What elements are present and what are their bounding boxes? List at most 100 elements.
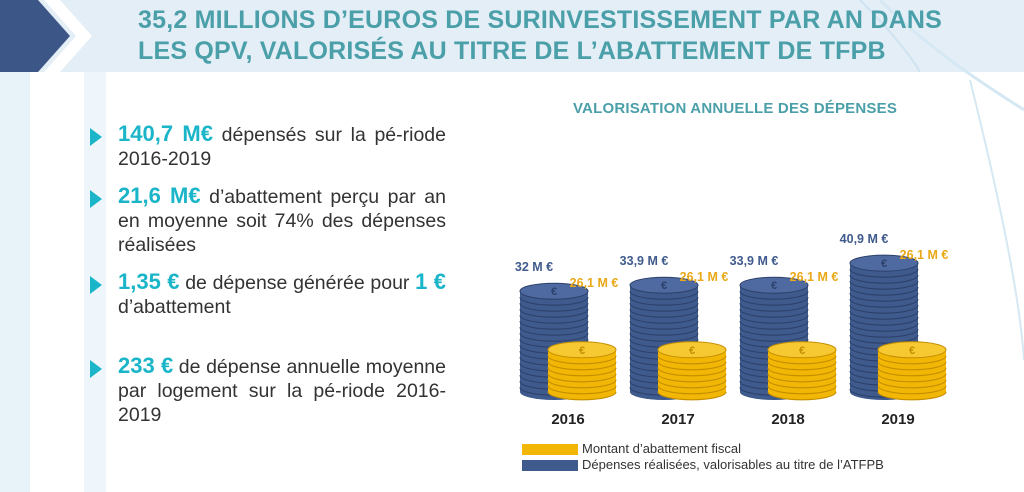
chart-legend: Montant d’abattement fiscal Dépenses réa… — [522, 441, 942, 473]
gold-coin-stack-ridge — [767, 355, 837, 365]
gold-coin-stack-ridge — [767, 367, 837, 377]
gold-coin-stack-ridge — [767, 391, 837, 401]
gold-coin-stack-base — [768, 384, 836, 400]
gold-coin-stack-ridge — [767, 361, 837, 371]
stat-value: 21,6 M€ — [118, 183, 201, 208]
blue-coin-stack-ridge — [629, 297, 699, 306]
headline-line-2: LES QPV, VALORISÉS AU TITRE DE L’ABATTEM… — [138, 37, 886, 65]
data-label-gold: 26,1 M € — [900, 248, 949, 262]
stat-description: de dépense générée pour — [185, 272, 410, 294]
x-tick-label: 2019 — [881, 411, 914, 428]
gold-coin-stack-ridge — [657, 391, 727, 401]
gold-coin-stack-ridge — [547, 373, 617, 383]
left-decor-stripe — [0, 0, 30, 492]
gold-coin-stack-ridge — [547, 361, 617, 371]
blue-coin-stack-ridge — [849, 323, 919, 332]
blue-coin-stack-top — [629, 276, 699, 294]
legend-label: Montant d’abattement fiscal — [582, 441, 741, 456]
gold-coin-stack-ridge — [877, 367, 947, 377]
data-label-gold: 26,1 M € — [680, 270, 729, 284]
gold-coin-stack-ridge — [877, 355, 947, 365]
blue-coin-stack-ridge — [519, 303, 589, 312]
blue-coin-stack-ridge — [519, 327, 589, 336]
blue-coin-stack-ridge — [739, 291, 809, 300]
blue-coin-stack-ridge — [629, 315, 699, 324]
chevron-icon — [0, 0, 92, 72]
blue-coin-stack-ridge — [629, 309, 699, 318]
gold-coin-stack: € — [767, 341, 837, 401]
gold-coin-stack: € — [877, 341, 947, 401]
blue-coin-stack-top — [739, 276, 809, 294]
gold-coin-stack-top — [877, 341, 947, 359]
data-label-blue: 32 M € — [515, 260, 553, 274]
blue-coin-stack-ridge — [849, 299, 919, 308]
legend-label: Dépenses réalisées, valorisables au titr… — [582, 457, 884, 472]
stat-value: 1,35 € — [118, 269, 180, 294]
stat-description: dépensés sur la pé-riode 2016-2019 — [118, 124, 446, 170]
data-label-blue: 33,9 M € — [620, 254, 669, 268]
stat-value: 233 € — [118, 353, 174, 378]
chart-title: VALORISATION ANNUELLE DES DÉPENSES — [572, 100, 898, 117]
gold-coin-stack-ridge — [767, 379, 837, 389]
gold-coin-stack-ridge — [547, 379, 617, 389]
arrow-icon — [90, 128, 102, 146]
blue-coin-stack-ridge — [849, 335, 919, 344]
arrow-icon — [90, 360, 102, 378]
gold-coin-stack-ridge — [547, 367, 617, 377]
blue-coin-stack-ridge — [629, 321, 699, 330]
gold-coin-stack: € — [657, 341, 727, 401]
euro-icon: € — [551, 286, 557, 298]
blue-coin-stack-ridge — [629, 303, 699, 312]
gold-coin-stack-ridge — [877, 361, 947, 371]
gold-coin-stack-ridge — [547, 385, 617, 395]
gold-coin-stack-top — [767, 341, 837, 359]
data-label-gold: 26,1 M € — [790, 270, 839, 284]
gold-coin-stack-ridge — [657, 373, 727, 383]
gold-coin-stack-ridge — [657, 367, 727, 377]
gold-coin-stack-top — [547, 341, 617, 359]
blue-coin-stack-top — [849, 254, 919, 272]
gold-coin-stack-ridge — [877, 373, 947, 383]
blue-coin-stack-ridge — [849, 317, 919, 326]
blue-coin-stack-ridge — [739, 327, 809, 336]
blue-coin-stack-ridge — [519, 315, 589, 324]
data-label-gold: 26,1 M € — [570, 276, 619, 290]
gold-coin-stack-base — [548, 384, 616, 400]
gold-coin-stack-base — [878, 384, 946, 400]
blue-coin-stack-ridge — [629, 333, 699, 342]
blue-coin-stack-ridge — [519, 297, 589, 306]
headline-line-1: 35,2 MILLIONS D’EUROS DE SURINVESTISSEME… — [138, 6, 942, 34]
blue-coin-stack-ridge — [849, 329, 919, 338]
euro-icon: € — [799, 345, 805, 357]
euro-icon: € — [909, 345, 915, 357]
blue-coin-stack-ridge — [739, 297, 809, 306]
coin-stack-chart: €€32 M €26,1 M €2016€€33,9 M €26,1 M €20… — [515, 232, 949, 428]
gold-coin-stack-ridge — [877, 379, 947, 389]
stat-value: 140,7 M€ — [118, 121, 213, 146]
arrow-icon — [90, 276, 102, 294]
stat-description: de dépense annuelle moyenne par logement… — [118, 356, 446, 426]
blue-coin-stack-ridge — [519, 321, 589, 330]
legend-swatch-gold — [522, 444, 578, 455]
gold-coin-stack-base — [658, 384, 726, 400]
blue-coin-stack-ridge — [739, 303, 809, 312]
legend-item-blue: Dépenses réalisées, valorisables au titr… — [522, 457, 942, 473]
blue-coin-stack-ridge — [849, 305, 919, 314]
stat-description-end: d’abattement — [118, 296, 231, 318]
euro-icon: € — [881, 258, 887, 270]
gold-coin-stack-ridge — [877, 391, 947, 401]
gold-coin-stack-ridge — [877, 385, 947, 395]
gold-coin-stack-ridge — [547, 355, 617, 365]
data-label-blue: 40,9 M € — [840, 232, 889, 246]
decorative-arcs — [859, 0, 1024, 361]
headline: 35,2 MILLIONS D’EUROS DE SURINVESTISSEME… — [138, 5, 958, 67]
gold-coin-stack-ridge — [657, 355, 727, 365]
x-tick-label: 2018 — [771, 411, 804, 428]
gold-coin-stack-ridge — [547, 391, 617, 401]
euro-icon: € — [579, 345, 585, 357]
gold-coin-stack-ridge — [767, 385, 837, 395]
blue-coin-stack-ridge — [849, 293, 919, 302]
gold-coin-stack-ridge — [657, 361, 727, 371]
blue-coin-stack-ridge — [519, 309, 589, 318]
euro-icon: € — [661, 280, 667, 292]
